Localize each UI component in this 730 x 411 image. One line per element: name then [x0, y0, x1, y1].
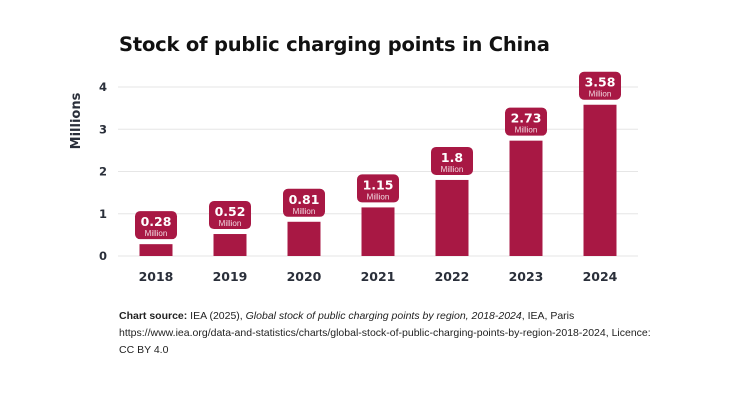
data-label-unit: Million — [145, 229, 168, 238]
data-label-unit: Million — [367, 192, 390, 201]
source-label: Chart source: — [119, 310, 188, 322]
bar — [213, 234, 247, 256]
source-title: Global stock of public charging points b… — [245, 310, 522, 322]
x-tick-label: 2023 — [509, 269, 544, 284]
data-label-value: 0.52 — [215, 204, 246, 219]
bar — [435, 179, 469, 256]
data-label-value: 1.15 — [363, 177, 394, 192]
y-axis-ticks: 0 1 2 3 4 — [99, 80, 107, 263]
source-post: , IEA, Paris https://www.iea.org/data-an… — [119, 310, 651, 356]
bar — [361, 207, 395, 256]
y-tick-label: 2 — [99, 165, 107, 179]
y-tick-label: 0 — [99, 249, 107, 263]
data-label-unit: Million — [515, 126, 538, 135]
x-tick-label: 2022 — [435, 269, 470, 284]
y-tick-label: 1 — [99, 207, 107, 221]
data-labels: 0.28Million0.52Million0.81Million1.15Mil… — [135, 71, 621, 240]
chart-source: Chart source: IEA (2025), Global stock o… — [119, 308, 659, 359]
data-label-value: 0.28 — [141, 214, 172, 229]
data-label-box — [431, 146, 473, 175]
data-label-value: 1.8 — [441, 150, 463, 165]
x-tick-label: 2019 — [213, 269, 248, 284]
x-tick-label: 2020 — [287, 269, 322, 284]
x-tick-label: 2021 — [361, 269, 396, 284]
bar — [139, 244, 173, 256]
data-label-box — [579, 71, 621, 100]
data-label-box — [283, 188, 325, 217]
y-tick-label: 3 — [99, 122, 107, 136]
y-axis-label: Millions — [69, 92, 84, 149]
bar — [583, 104, 617, 257]
bars — [139, 104, 617, 257]
data-label-value: 3.58 — [585, 75, 616, 90]
source-pre: IEA (2025), — [187, 310, 246, 322]
x-tick-label: 2018 — [139, 269, 174, 284]
x-tick-label: 2024 — [583, 269, 618, 284]
y-tick-label: 4 — [99, 80, 107, 94]
data-label-unit: Million — [589, 90, 612, 99]
chart-title: Stock of public charging points in China — [119, 33, 550, 56]
data-label-value: 2.73 — [511, 111, 542, 126]
data-label-box — [505, 107, 547, 136]
data-label-box — [357, 174, 399, 203]
bar — [509, 140, 543, 256]
data-label-unit: Million — [219, 219, 242, 228]
data-label-box — [209, 201, 251, 230]
data-label-value: 0.81 — [289, 192, 320, 207]
data-label-box — [135, 211, 177, 240]
data-label-unit: Million — [293, 207, 316, 216]
x-axis-ticks: 2018 2019 2020 2021 2022 2023 2024 — [139, 269, 618, 284]
bar — [287, 221, 321, 256]
data-label-unit: Million — [441, 165, 464, 174]
